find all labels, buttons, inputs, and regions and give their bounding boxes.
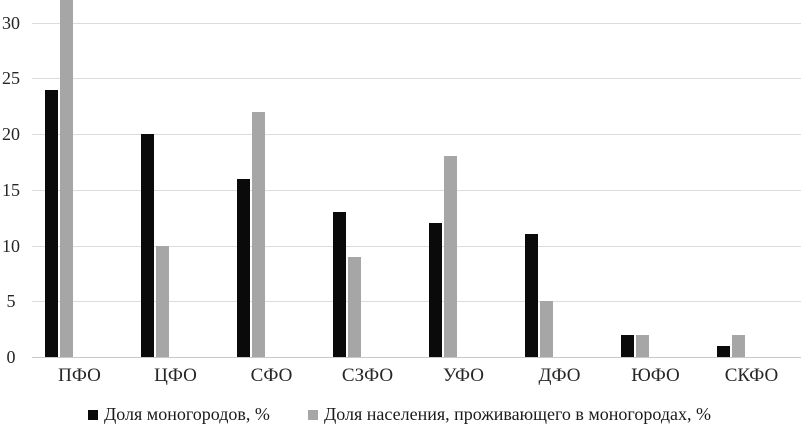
legend: Доля моногородов, % Доля населения, прож… <box>0 404 801 428</box>
bar-ЮФО-series2 <box>636 334 649 357</box>
bar-УФО-series2 <box>444 156 457 357</box>
bar-ЦФО-series1 <box>141 134 154 357</box>
y-axis-tick-label: 25 <box>2 68 20 89</box>
gridline <box>32 189 801 191</box>
y-axis-tick-label: 5 <box>6 291 16 312</box>
x-axis-category-label: ЦФО <box>154 365 197 386</box>
x-axis-category-label: ЮФО <box>631 365 680 386</box>
bar-СЗФО-series1 <box>333 212 346 357</box>
legend-label-monotown-share: Доля моногородов, % <box>104 404 270 424</box>
bar-ЮФО-series1 <box>621 334 634 357</box>
y-axis-tick-label: 15 <box>2 179 20 200</box>
bar-СЗФО-series2 <box>348 256 361 357</box>
x-axis-category-label: СЗФО <box>341 365 394 386</box>
y-axis-tick-label: 10 <box>2 235 20 256</box>
x-axis-category-label: СКФО <box>724 365 779 386</box>
x-axis-line <box>32 357 801 358</box>
gridline <box>32 78 801 80</box>
bar-ПФО-series2 <box>60 0 73 357</box>
legend-swatch-gray-icon <box>308 409 318 420</box>
legend-label-population-share: Доля населения, проживающего в моногород… <box>324 404 711 424</box>
legend-item-monotown-share: Доля моногородов, % <box>88 404 270 425</box>
bar-ПФО-series1 <box>45 89 58 357</box>
gridline <box>32 301 801 303</box>
bar-СФО-series1 <box>237 178 250 357</box>
bar-ЦФО-series2 <box>156 245 169 357</box>
x-axis-category-label: ПФО <box>58 365 101 386</box>
legend-swatch-black-icon <box>88 409 98 420</box>
x-axis-category-label: УФО <box>442 365 484 386</box>
gridline <box>32 22 801 24</box>
legend-item-population-share: Доля населения, проживающего в моногород… <box>308 404 711 425</box>
gridline <box>32 134 801 136</box>
bar-СКФО-series1 <box>717 345 730 357</box>
bar-УФО-series1 <box>429 223 442 357</box>
y-axis-tick-label: 0 <box>6 347 16 367</box>
bar-СФО-series2 <box>252 111 265 357</box>
gridline <box>32 245 801 247</box>
y-axis-tick-label: 30 <box>2 12 20 33</box>
plot-area: 0 5 10 15 20 25 30 ПФО ЦФО СФО СЗФО УФО ДФО ЮФО СКФО <box>2 0 801 386</box>
bar-СКФО-series2 <box>732 334 745 357</box>
bar-ДФО-series1 <box>525 234 538 357</box>
bar-ДФО-series2 <box>540 301 553 357</box>
y-axis-tick-label: 20 <box>2 124 20 145</box>
x-axis-category-label: СФО <box>250 365 293 386</box>
x-axis-category-label: ДФО <box>538 365 581 386</box>
